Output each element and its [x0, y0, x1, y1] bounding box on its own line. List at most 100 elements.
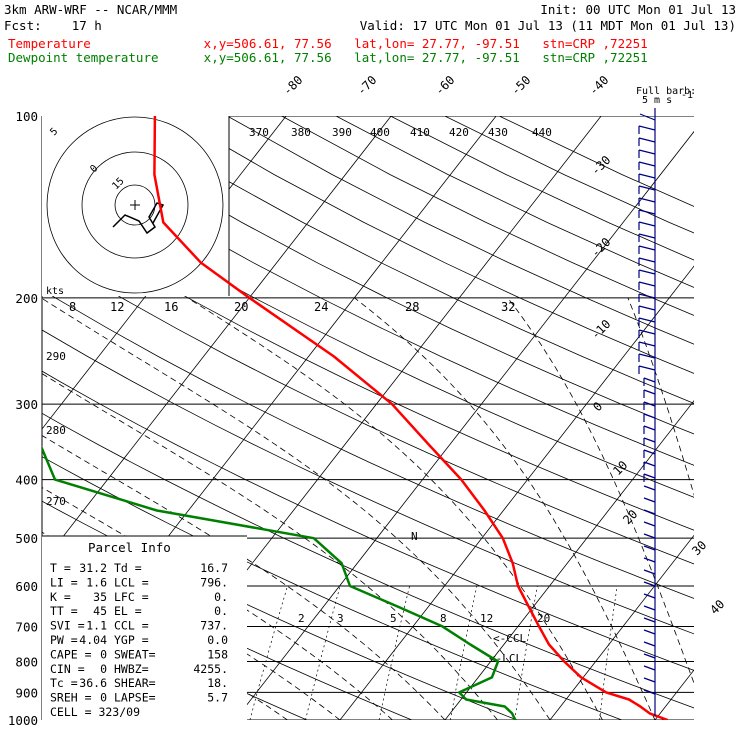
n-marker: N [411, 530, 418, 543]
isotherm [42, 116, 392, 565]
wind-barb [643, 533, 656, 539]
parcel-info-cell: 5.7 [207, 691, 228, 705]
wind-barb [638, 257, 656, 263]
wind-barb [643, 677, 656, 683]
parcel-info-cell: CCL = [114, 619, 149, 633]
wind-barb [643, 449, 656, 455]
isotherm-label: 30 [689, 538, 709, 558]
theta-label: 420 [449, 126, 469, 139]
wind-barb [638, 365, 656, 371]
parcel-cell-motion: CELL = 323/09 [50, 705, 140, 719]
wind-barb [643, 437, 656, 443]
dry-adiabat [499, 116, 694, 207]
wind-barb [643, 521, 656, 527]
parcel-info-cell: LI = [50, 575, 78, 589]
hodograph-speed-label: 8 [69, 300, 76, 314]
pressure-label: 400 [15, 473, 38, 488]
isotherm-label: -20 [588, 235, 613, 260]
parcel-info-cell: CAPE = [50, 647, 92, 661]
wind-barb [638, 293, 656, 299]
hodograph-speed-label: 12 [110, 300, 124, 314]
wind-barb [639, 113, 656, 121]
isotherm-label: 0 [590, 399, 605, 414]
moist-adiabat [187, 297, 603, 720]
mixing-ratio-label: 5 [390, 612, 397, 625]
pressure-label: 800 [15, 654, 38, 669]
parcel-info-cell: YGP = [114, 633, 149, 647]
theta-label: 430 [488, 126, 508, 139]
dry-adiabat [42, 173, 694, 498]
wind-barb [643, 497, 656, 503]
parcel-info-cell: 0. [214, 604, 228, 618]
wind-barb [643, 605, 656, 611]
pressure-label: 900 [15, 685, 38, 700]
parcel-info-cell: EL = [114, 604, 142, 618]
wind-barb [638, 269, 656, 275]
wind-barb [643, 581, 656, 587]
parcel-info-cell: SWEAT= [114, 647, 156, 661]
mixing-ratio-label: 3 [337, 612, 344, 625]
parcel-info-cell: Tc = [50, 676, 78, 690]
mixing-ratio-label: 20 [537, 612, 550, 625]
wind-barb [638, 149, 656, 155]
parcel-info-cell: 796. [200, 575, 228, 589]
pressure-label: 100 [15, 109, 38, 124]
wind-barb [643, 665, 656, 671]
wind-barb [643, 389, 656, 395]
moist-adiabat [42, 373, 498, 720]
pressure-label: 300 [15, 397, 38, 412]
parcel-info-cell: 1.6 [86, 575, 107, 589]
wind-barb [643, 641, 656, 647]
theta-label: 400 [370, 126, 390, 139]
parcel-info-cell: 0.0 [207, 633, 228, 647]
parcel-info-title: Parcel Info [88, 540, 171, 555]
mixing-ratio-line [249, 585, 288, 720]
isotherm-label: 10 [610, 458, 630, 478]
parcel-info-cell: K = [50, 590, 71, 604]
parcel-info-cell: CIN = [50, 662, 85, 676]
hodograph-speed-label: 28 [405, 300, 419, 314]
wind-barb [638, 209, 656, 215]
wind-barb [638, 245, 656, 251]
parcel-info-cell: 158 [207, 647, 228, 661]
moist-adiabat [627, 297, 694, 497]
parcel-info-box: Parcel Info T = 31.2 Td = 16.7 LI = 1.6 LCL = 7… [42, 535, 247, 720]
parcel-info-cell: 4.04 [79, 633, 107, 647]
theta-label: 290 [46, 350, 66, 363]
moist-adiabat [507, 297, 694, 685]
wind-barb [638, 281, 656, 287]
theta-label: 370 [249, 126, 269, 139]
dry-adiabat [42, 211, 694, 531]
isotherm [444, 400, 694, 720]
hodograph-ring [81, 151, 189, 259]
theta-label: 390 [332, 126, 352, 139]
isotherm-label: -80 [280, 73, 305, 98]
moist-adiabat [42, 297, 551, 720]
parcel-info-cell: 36.6 [79, 676, 107, 690]
wind-barb [643, 545, 656, 551]
moist-adiabat [354, 297, 656, 720]
parcel-info-cell: 18. [207, 676, 228, 690]
barb-legend-exponent: -1 [681, 90, 693, 101]
temperature-legend: Temperature x,y=506.61, 77.56 lat,lon= 2… [8, 36, 648, 51]
wind-barbs [638, 108, 656, 716]
wind-barb [638, 221, 656, 227]
dry-adiabat [42, 249, 694, 565]
dry-adiabat [118, 116, 694, 404]
wind-barb [638, 185, 656, 191]
isotherm [549, 534, 694, 720]
wind-barb [643, 569, 656, 575]
parcel-info-cell: T = [50, 561, 71, 575]
wind-barb [643, 473, 656, 479]
isotherm-label: 40 [707, 597, 727, 617]
parcel-info-cell: Td = [114, 561, 142, 575]
wind-barb [638, 173, 656, 179]
isotherm-label: -60 [432, 73, 457, 98]
barb-legend-line2: 5 m s [642, 95, 672, 106]
init-time: Init: 00 UTC Mon 01 Jul 13 [540, 2, 736, 17]
hodograph-ring [46, 116, 224, 294]
parcel-info-cell: 45 [93, 604, 107, 618]
isotherm-label: 20 [620, 507, 640, 527]
parcel-info-cell: SHEAR= [114, 676, 156, 690]
